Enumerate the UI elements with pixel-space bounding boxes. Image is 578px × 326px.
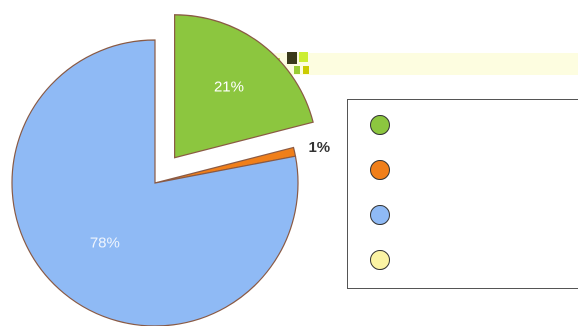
pie-slice	[11, 39, 299, 326]
legend-swatch	[370, 160, 390, 180]
pie-slice-label: 78%	[90, 235, 120, 252]
legend	[347, 99, 578, 289]
legend-swatch	[370, 250, 390, 270]
pie-slice-label: 1%	[308, 139, 330, 156]
pie-slice-label: 21%	[214, 79, 244, 96]
pie-slice-labels: 21% 1% 78%	[90, 79, 330, 252]
legend-swatch	[370, 205, 390, 225]
overlay-strip	[265, 53, 578, 75]
pie-slice	[174, 14, 314, 159]
legend-swatch	[370, 115, 390, 135]
legend-items	[370, 115, 390, 270]
pie-slices	[11, 14, 314, 326]
